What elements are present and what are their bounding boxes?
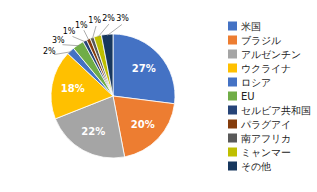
legend-swatch — [228, 64, 237, 73]
legend-item: ブラジル — [228, 35, 281, 46]
legend-item: ウクライナ — [228, 63, 291, 74]
legend-label: セルビア共和国 — [241, 105, 311, 116]
legend-swatch — [228, 106, 237, 115]
legend-label: ミャンマー — [241, 147, 291, 158]
legend: 米国ブラジルアルゼンチンウクライナロシア EU セルビア共和国パラグアイ南アフリカミ… — [228, 21, 311, 172]
legend-swatch — [228, 134, 237, 143]
leader-line — [54, 52, 71, 55]
pie: 27%20%22%18%2%3%1%1%1%2%3% — [43, 14, 175, 158]
data-label: 2% — [43, 47, 56, 56]
legend-label: EU — [241, 91, 255, 102]
legend-swatch — [228, 50, 237, 59]
leader-line — [84, 30, 89, 40]
chart: 米国ブラジルアルゼンチンウクライナロシア EU セルビア共和国パラグアイ南アフリカミ… — [0, 0, 317, 192]
slice — [113, 34, 175, 104]
legend-label: ブラジル — [241, 35, 281, 46]
legend-label: その他 — [241, 161, 271, 172]
legend-item: ロシア — [228, 77, 271, 88]
legend-swatch — [228, 92, 237, 101]
data-label: 1% — [75, 20, 88, 29]
legend-item: セルビア共和国 — [228, 105, 311, 116]
legend-label: 南アフリカ — [241, 133, 291, 144]
legend-item: その他 — [228, 161, 271, 172]
legend-label: ロシア — [241, 77, 271, 88]
legend-swatch — [228, 78, 237, 87]
data-label: 27% — [132, 63, 156, 74]
legend-item: アルゼンチン — [228, 49, 301, 60]
data-label: 1% — [88, 16, 101, 25]
legend-label: アルゼンチン — [241, 49, 301, 60]
data-label: 18% — [61, 83, 85, 94]
slices — [51, 34, 175, 158]
legend-item: 南アフリカ — [228, 133, 291, 144]
legend-swatch — [228, 120, 237, 129]
legend-item: EU — [228, 91, 255, 102]
legend-swatch — [228, 148, 237, 157]
legend-item: 米国 — [228, 21, 261, 32]
leader-line — [73, 36, 86, 41]
legend-item: ミャンマー — [228, 147, 291, 158]
leader-line — [62, 45, 78, 46]
data-label: 3% — [52, 36, 65, 45]
legend-label: ウクライナ — [241, 63, 291, 74]
legend-swatch — [228, 36, 237, 45]
legend-swatch — [228, 22, 237, 31]
data-label: 1% — [63, 27, 76, 36]
legend-label: 米国 — [241, 21, 261, 32]
legend-item: パラグアイ — [228, 119, 291, 130]
data-label: 22% — [81, 126, 105, 137]
data-labels: 27%20%22%18%2%3%1%1%1%2%3% — [43, 14, 156, 137]
data-label: 20% — [131, 119, 155, 130]
leader-line — [92, 26, 96, 39]
legend-label: パラグアイ — [240, 119, 291, 130]
slice — [101, 34, 113, 96]
data-label: 2% — [102, 14, 115, 23]
legend-swatch — [228, 162, 237, 171]
data-label: 3% — [116, 14, 129, 23]
leader-line — [107, 25, 122, 36]
